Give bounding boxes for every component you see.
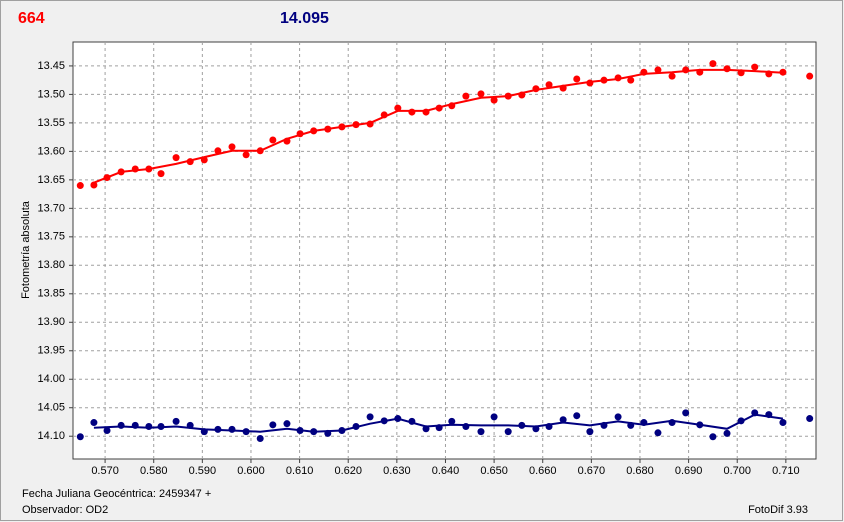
data-point [448,417,456,425]
data-point [408,108,416,116]
data-point [723,429,731,437]
data-point [172,154,180,162]
x-tick-label: 0.700 [723,465,751,477]
data-point [723,65,731,73]
data-point [242,151,250,159]
data-point [103,427,111,435]
data-point [145,423,153,431]
observer: Observador: OD2 [22,504,108,516]
data-point [682,409,690,417]
x-tick-label: 0.680 [626,465,654,477]
data-point [709,60,717,68]
data-point [709,433,717,441]
data-point [654,66,662,74]
data-point [490,96,498,104]
data-point [654,429,662,437]
x-tick-label: 0.650 [480,465,508,477]
y-axis-label: Fotometría absoluta [20,200,32,299]
data-point [751,63,759,71]
data-point [157,170,165,178]
y-tick-label: 13.95 [37,345,65,357]
x-tick-label: 0.670 [578,465,606,477]
data-point [586,428,594,436]
y-tick-label: 13.85 [37,288,65,300]
x-tick-label: 0.590 [189,465,217,477]
y-tick-label: 13.50 [37,88,65,100]
data-point [477,90,485,98]
data-point [283,420,291,428]
data-point [76,433,84,441]
data-point [76,182,84,190]
data-point [573,412,581,420]
y-tick-label: 14.05 [37,402,65,414]
y-tick-label: 13.75 [37,231,65,243]
x-tick-label: 0.610 [286,465,314,477]
data-point [256,434,264,442]
y-tick-label: 13.70 [37,202,65,214]
data-point [214,147,222,155]
data-point [228,143,236,151]
x-axis-label: Fecha Juliana Geocéntrica: 2459347 + [22,488,211,500]
data-point [545,81,553,89]
y-tick-label: 13.90 [37,316,65,328]
data-point [269,136,277,144]
title: 664 [18,10,45,27]
x-tick-label: 0.600 [237,465,265,477]
x-tick-label: 0.570 [91,465,119,477]
y-tick-label: 14.00 [37,373,65,385]
data-point [573,75,581,83]
y-tick-label: 14.10 [37,430,65,442]
x-tick-label: 0.580 [140,465,168,477]
subtitle: 14.095 [280,10,329,27]
data-point [477,428,485,436]
data-point [668,72,676,80]
x-tick-label: 0.640 [432,465,460,477]
plot-area [72,41,817,460]
x-tick-label: 0.620 [334,465,362,477]
y-tick-label: 13.65 [37,174,65,186]
data-point [228,425,236,433]
data-point [504,428,512,436]
data-point [90,181,98,189]
software-version: FotoDif 3.93 [748,504,808,516]
x-tick-label: 0.690 [675,465,703,477]
data-point [172,417,180,425]
y-tick-label: 13.80 [37,259,65,271]
data-point [627,76,635,84]
fit-line [93,413,784,433]
data-point [614,413,622,421]
x-tick-label: 0.660 [529,465,557,477]
data-point [806,72,814,80]
data-point [559,416,567,424]
x-tick-label: 0.630 [383,465,411,477]
data-point [462,92,470,100]
y-tick-label: 13.45 [37,60,65,72]
data-point [90,419,98,427]
data-point [117,421,125,429]
y-tick-label: 13.60 [37,145,65,157]
data-point [490,413,498,421]
data-point [269,421,277,429]
y-tick-label: 13.55 [37,117,65,129]
data-point [394,104,402,112]
fit-line [93,68,783,184]
data-point [366,413,374,421]
data-point [779,419,787,427]
data-point [806,415,814,423]
x-tick-label: 0.710 [772,465,800,477]
